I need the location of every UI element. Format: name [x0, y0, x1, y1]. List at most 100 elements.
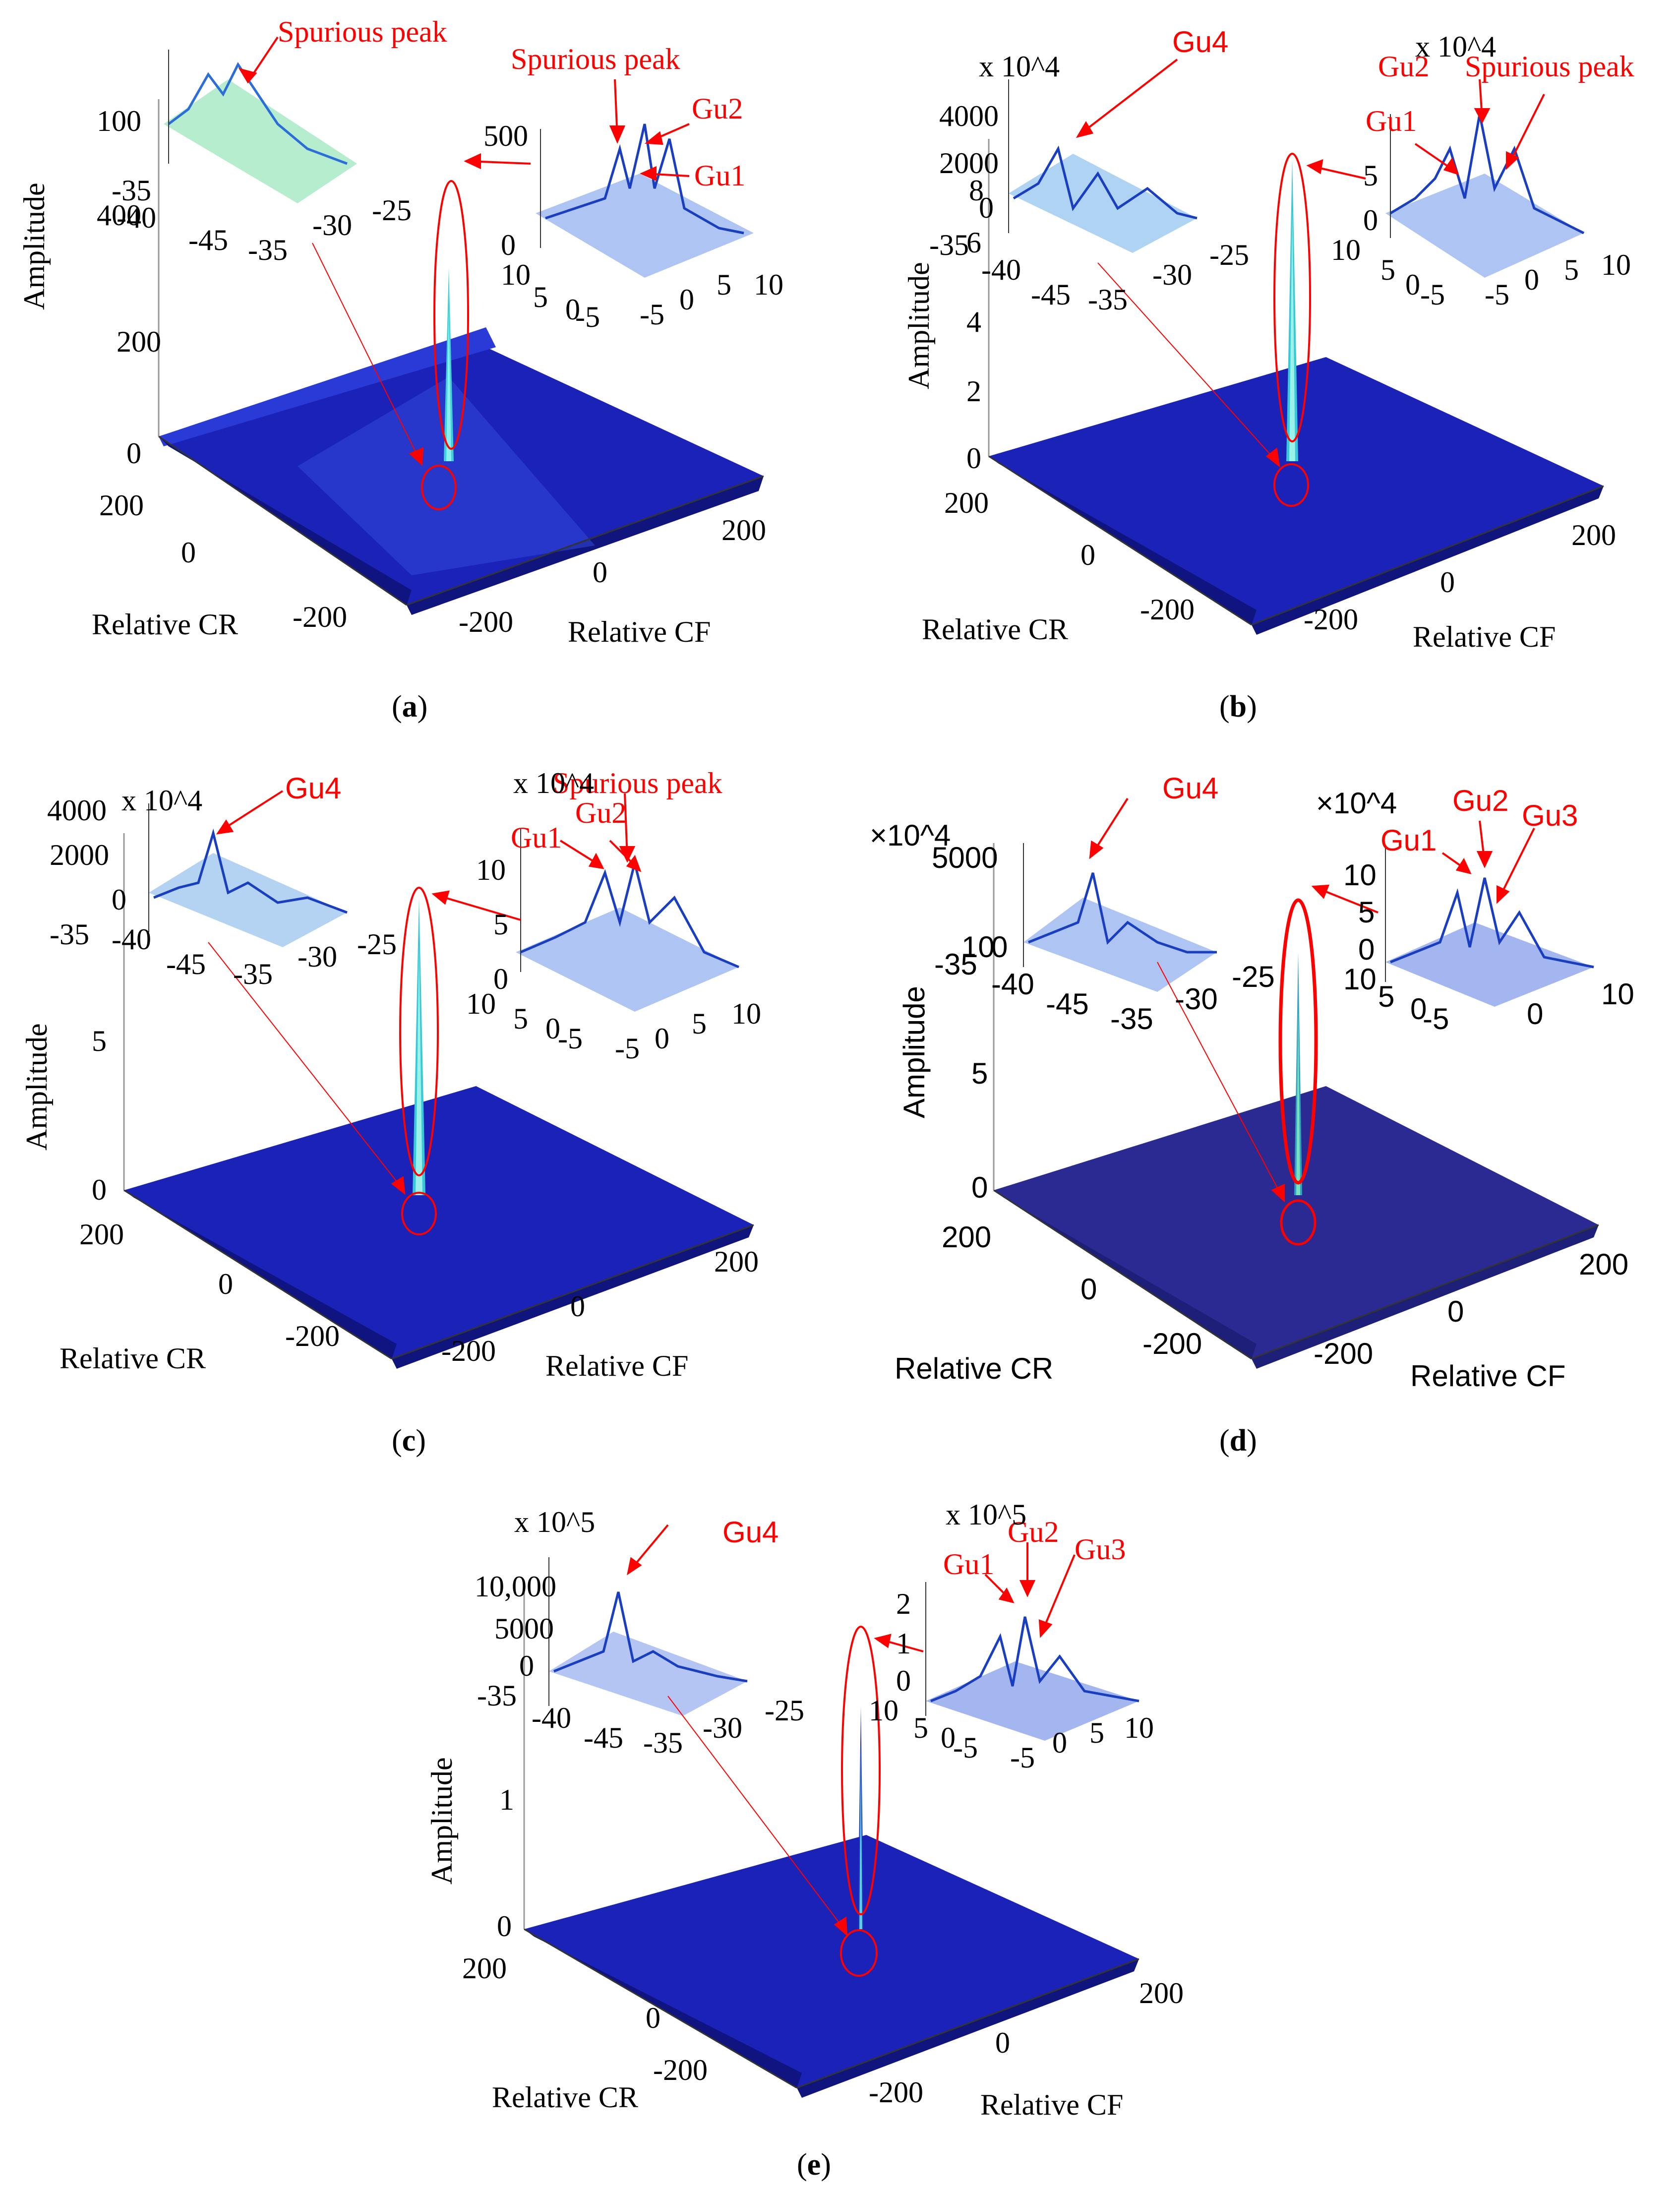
annotation-spurious: Spurious peak: [1465, 50, 1634, 83]
arrow-head: [1497, 885, 1510, 904]
inset-right-cf-tick: 0: [1527, 997, 1544, 1031]
inset-mesh: [536, 174, 754, 278]
arrow-head: [1076, 121, 1094, 138]
inset-right-c: [516, 828, 739, 1012]
peak-ellipse: [433, 180, 469, 450]
panel-e: x 10^5 Gu4 Gu2 Gu1 Gu3 x 10^5 10,000 500…: [420, 1468, 1260, 2194]
arrow-head: [998, 1587, 1015, 1603]
panel-e-svg: [523, 1524, 1140, 2098]
inset-left-cr-tick: -40: [991, 968, 1034, 1001]
z-tick: 6: [966, 226, 981, 259]
inset-left-d: [1023, 843, 1217, 992]
inset-right-cr-tick: 0: [545, 1012, 560, 1045]
arrow-head: [1476, 851, 1493, 868]
arrow-head: [644, 131, 663, 145]
arrow-head: [1265, 447, 1280, 468]
annotation-gu1: Gu1: [1366, 105, 1417, 137]
arrow-to-base: [208, 942, 402, 1188]
arrow-head: [1311, 884, 1330, 899]
inset-mesh: [1385, 174, 1584, 278]
z-tick: 4: [966, 305, 981, 338]
inset-right-z-tick: 10: [476, 853, 506, 886]
inset-right-z-tick: 0: [493, 963, 508, 995]
arrow-head: [1443, 157, 1459, 176]
x-tick: -200: [459, 606, 513, 638]
inset-right-cr-tick: 0: [1405, 268, 1420, 301]
inset-left-cr-tick: -35: [477, 1679, 517, 1712]
inset-left-cf-tick: -30: [312, 209, 352, 242]
arrow-head: [1455, 857, 1472, 874]
inset-left-z-tick: 0: [519, 1649, 534, 1682]
annotation-spurious: Spurious peak: [553, 767, 722, 799]
inset-trace: [553, 1591, 748, 1683]
inset-right-z-tick: 5: [1358, 896, 1375, 929]
base-line-right: [391, 1224, 754, 1360]
inset-right-cf-tick: 10: [754, 268, 783, 301]
x-axis-label: Relative CF: [1410, 1359, 1566, 1393]
caption-d: (d): [1219, 1424, 1257, 1458]
z-tick: 5: [92, 1025, 107, 1057]
inset-left-cr-tick: -35: [934, 948, 977, 981]
arrow-head: [464, 153, 481, 170]
main-peak-core: [446, 307, 451, 461]
y-tick: 200: [99, 489, 144, 522]
inset-right-exponent: x 10^4: [513, 767, 595, 799]
surface-plane: [124, 1086, 754, 1359]
x-tick: -200: [869, 2076, 923, 2109]
y-axis-label: Relative CR: [60, 1342, 206, 1375]
x-tick: 0: [593, 556, 607, 589]
inset-right-cr-tick: -5: [953, 1731, 978, 1764]
peak-ellipse: [1273, 153, 1311, 442]
arrow-head: [1019, 1580, 1036, 1597]
inset-right-cr-tick: 5: [513, 1002, 528, 1035]
inset-left-cf-tick: -25: [1209, 239, 1249, 271]
inset-right-cf-tick: 5: [717, 268, 731, 301]
arrow-head: [1474, 108, 1491, 124]
arrow-head: [626, 854, 642, 872]
arrow-to-base: [312, 243, 420, 459]
surface-front-right: [797, 1959, 1139, 2098]
z-tick: 0: [971, 1171, 988, 1204]
inset-trace: [930, 1616, 1140, 1703]
inset-right-cf-tick: 0: [1524, 263, 1539, 296]
x-tick: 0: [1447, 1295, 1464, 1328]
z-tick: 400: [97, 199, 141, 232]
main-peak-core: [859, 1746, 862, 1929]
inset-left-cf-tick: -35: [643, 1726, 683, 1759]
annotation-gu4: Gu4: [285, 772, 342, 805]
inset-left-exponent: x 10^5: [514, 1506, 596, 1538]
inset-trace: [545, 123, 744, 235]
y-tick: 200: [79, 1218, 124, 1251]
inset-left-z-tick: 2000: [939, 147, 999, 180]
base-ellipse: [401, 1192, 437, 1235]
caption-c: (c): [392, 1424, 426, 1458]
inset-left-cf-tick: -25: [357, 928, 397, 961]
y-tick: -200: [1140, 593, 1195, 626]
inset-right-cr-tick: 5: [533, 281, 548, 313]
y-tick: 200: [942, 1220, 992, 1254]
arrow-head: [627, 1557, 642, 1576]
inset-left-e: [548, 1557, 748, 1716]
y-tick: 0: [646, 2002, 660, 2034]
arrow-gu4: [220, 790, 284, 832]
x-tick: 0: [1440, 566, 1455, 599]
inset-left-cr-tick: -35: [112, 174, 151, 207]
annotation-gu3: Gu3: [1522, 799, 1578, 832]
panel-c-svg: [123, 790, 754, 1369]
arrow-spurious: [1508, 94, 1545, 164]
inset-right-cr-tick: 10: [466, 987, 496, 1020]
inset-right-cf-tick: 10: [1601, 977, 1634, 1011]
z-tick: 5: [971, 1057, 988, 1090]
inset-right-z-tick: 5: [1363, 159, 1378, 192]
inset-left-z-tick: 100: [97, 105, 141, 137]
inset-right-cr-tick: -5: [1420, 278, 1445, 311]
annotation-spurious-left: Spurious peak: [278, 15, 447, 48]
base-line-right: [1251, 1224, 1599, 1360]
inset-right-cr-tick: 5: [1380, 253, 1395, 286]
inset-left-cf-tick: -30: [298, 940, 337, 973]
arrow-gu4: [1092, 797, 1129, 854]
x-axis-label: Relative CF: [568, 615, 711, 648]
arrow-head: [640, 166, 657, 182]
inset-left-z-tick: 2000: [50, 839, 109, 871]
annotation-gu3: Gu3: [1075, 1533, 1126, 1566]
